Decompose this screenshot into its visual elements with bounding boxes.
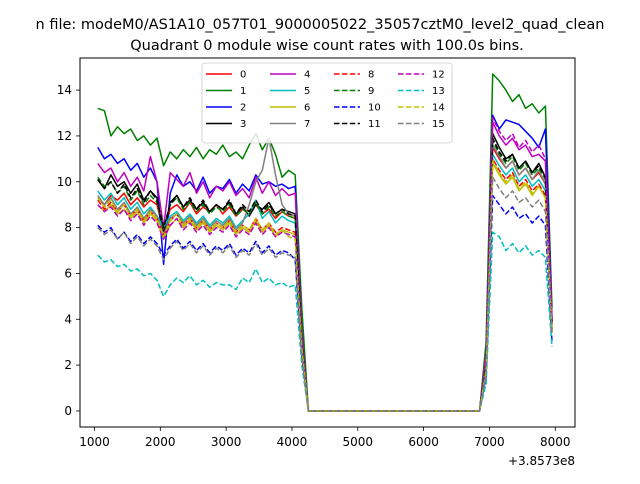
y-tick-label: 6 xyxy=(64,266,72,280)
legend-label-0: 0 xyxy=(240,70,246,81)
legend-label-11: 11 xyxy=(368,119,381,130)
x-offset-label: +3.8573e8 xyxy=(508,454,575,468)
series-layer xyxy=(97,73,553,412)
legend-label-5: 5 xyxy=(304,86,310,97)
legend-label-12: 12 xyxy=(432,70,445,81)
y-tick-label: 14 xyxy=(57,83,72,97)
y-tick-label: 10 xyxy=(57,175,72,189)
legend-label-13: 13 xyxy=(432,86,445,97)
x-tick-label: 2000 xyxy=(145,435,176,449)
series-line-14 xyxy=(97,160,553,412)
y-tick-label: 2 xyxy=(64,358,72,372)
legend-label-7: 7 xyxy=(304,119,310,130)
legend-label-15: 15 xyxy=(432,119,445,130)
axis-layer: 1000 2000 3000 4000 5000 6000 7000 8000 0 2 4 6 8 10 1… xyxy=(57,83,571,449)
legend-label-6: 6 xyxy=(304,103,310,114)
y-tick-label: 0 xyxy=(64,404,72,418)
y-tick-label: 4 xyxy=(64,312,72,326)
x-tick-label: 5000 xyxy=(343,435,374,449)
x-tick-label: 1000 xyxy=(79,435,110,449)
legend-box xyxy=(201,62,453,144)
legend-label-9: 9 xyxy=(368,86,374,97)
legend-label-1: 1 xyxy=(240,86,246,97)
legend-label-8: 8 xyxy=(368,70,374,81)
y-tick-label: 8 xyxy=(64,221,72,235)
legend-label-10: 10 xyxy=(368,103,381,114)
figure-suptitle: n file: modeM0/AS1A10_057T01_9000005022_… xyxy=(36,17,605,33)
legend-label-14: 14 xyxy=(432,103,445,114)
legend-label-4: 4 xyxy=(304,70,310,81)
legend-label-3: 3 xyxy=(240,119,246,130)
x-tick-label: 6000 xyxy=(408,435,439,449)
legend-label-2: 2 xyxy=(240,103,246,114)
x-tick-label: 3000 xyxy=(211,435,242,449)
y-tick-label: 12 xyxy=(57,129,72,143)
chart-title: Quadrant 0 module wise count rates with … xyxy=(130,38,524,54)
x-tick-label: 8000 xyxy=(540,435,571,449)
x-tick-label: 4000 xyxy=(277,435,308,449)
x-tick-label: 7000 xyxy=(474,435,505,449)
